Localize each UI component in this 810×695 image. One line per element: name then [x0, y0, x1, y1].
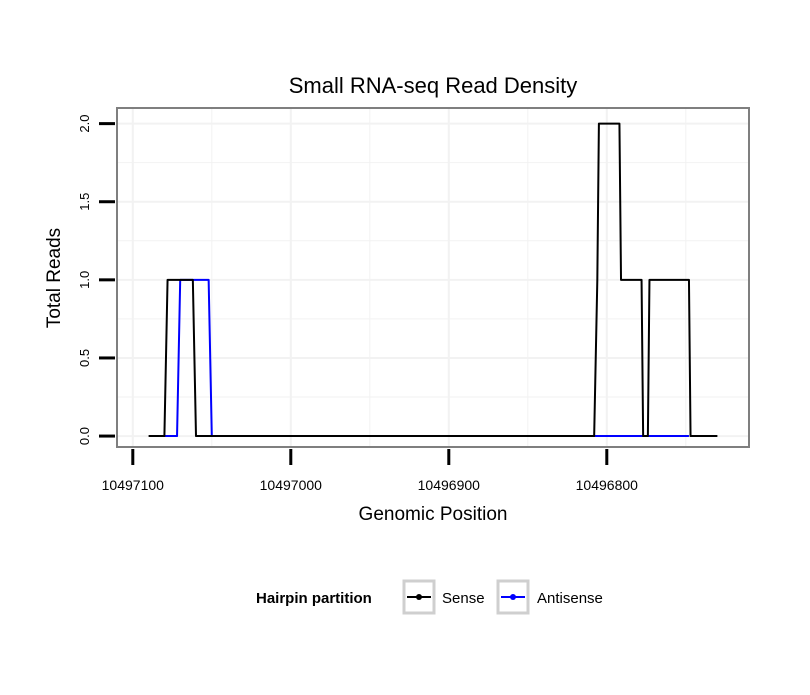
legend-item-antisense: Antisense [496, 579, 603, 615]
x-tick-label: 10496800 [576, 477, 639, 493]
axis-ticks: 10497100 10497000 10496900 10496800 0.0 0.5 1.… [77, 115, 638, 493]
plot-border [116, 107, 750, 448]
series-line-sense [148, 122, 718, 438]
y-tick-label: 2.0 [77, 115, 92, 133]
legend-item-sense: Sense [402, 579, 485, 615]
y-tick-label: 1.0 [77, 271, 92, 289]
legend: Hairpin partition Sense Antisense [256, 579, 603, 615]
series-lines [148, 122, 718, 438]
legend-point-antisense [510, 594, 516, 600]
legend-label-sense: Sense [442, 590, 485, 607]
x-axis-label: Genomic Position [359, 504, 508, 525]
x-tick-label: 10497100 [102, 477, 165, 493]
legend-label-antisense: Antisense [537, 590, 603, 607]
x-tick-label: 10497000 [260, 477, 323, 493]
y-tick-label: 0.0 [77, 427, 92, 445]
chart-title: Small RNA-seq Read Density [289, 73, 578, 98]
y-tick-label: 1.5 [77, 193, 92, 211]
legend-title: Hairpin partition [256, 590, 372, 607]
y-tick-label: 0.5 [77, 349, 92, 367]
legend-point-sense [416, 594, 422, 600]
y-axis-label: Total Reads [44, 228, 65, 328]
x-tick-label: 10496900 [418, 477, 481, 493]
